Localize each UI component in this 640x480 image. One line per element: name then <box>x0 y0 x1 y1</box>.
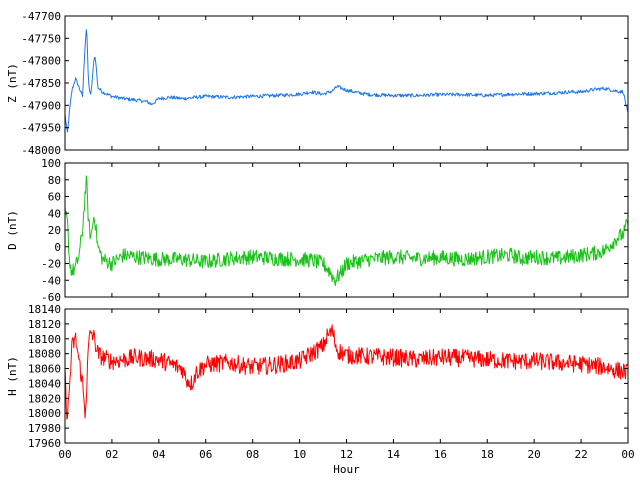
h-ytick-label: 17960 <box>28 437 61 450</box>
d-plot-frame <box>64 162 629 298</box>
z-ytick-label: -47850 <box>21 77 61 90</box>
d-ytick-label: 100 <box>41 157 61 170</box>
h-xtick-label: 02 <box>105 448 118 461</box>
h-xtick-label: 08 <box>246 448 259 461</box>
h-xtick-label: 12 <box>340 448 353 461</box>
panel-z: -47700 -47750 -47800 -47850 -47900 -47950 -480… <box>6 10 629 157</box>
z-ytick-label: -48000 <box>21 144 61 157</box>
d-ytick-label: -60 <box>41 291 61 304</box>
h-ylabel: H (nT) <box>6 356 19 396</box>
h-ytick-label: 18040 <box>28 377 61 390</box>
z-plot-frame <box>64 15 629 151</box>
h-xtick-label: 18 <box>481 448 494 461</box>
d-ytick-label: 40 <box>48 207 61 220</box>
z-ytick-label: -47700 <box>21 10 61 23</box>
h-ytick-label: 17980 <box>28 422 61 435</box>
d-ytick-label: 80 <box>48 174 61 187</box>
d-series-line <box>64 175 629 287</box>
h-xtick-label: 20 <box>528 448 541 461</box>
d-ytick-label: 20 <box>48 224 61 237</box>
h-ytick-label: 18000 <box>28 407 61 420</box>
d-ytick-label: 60 <box>48 191 61 204</box>
z-ytick-label: -47750 <box>21 32 61 45</box>
h-xtick-label: 04 <box>152 448 166 461</box>
h-ytick-label: 18120 <box>28 318 61 331</box>
h-ytick-label: 18020 <box>28 392 61 405</box>
h-ytick-label: 18140 <box>28 303 61 316</box>
z-ytick-label: -47800 <box>21 55 61 68</box>
h-xtick-label: 00 <box>58 448 71 461</box>
h-xtick-label: 22 <box>574 448 587 461</box>
d-ylabel: D (nT) <box>6 210 19 250</box>
h-ytick-label: 18080 <box>28 348 61 361</box>
panel-d: 100 80 60 40 20 0 -20 -40 -60 D (nT) <box>6 157 629 304</box>
h-xtick-label: 14 <box>387 448 401 461</box>
h-xtick-label: 10 <box>293 448 306 461</box>
h-ytick-label: 18060 <box>28 363 61 376</box>
d-ytick-label: 0 <box>54 241 61 254</box>
z-ytick-label: -47900 <box>21 99 61 112</box>
h-plot-frame <box>64 308 629 444</box>
d-ytick-label: -40 <box>41 274 61 287</box>
x-axis-label: Hour <box>333 463 360 476</box>
h-series-line <box>64 324 629 420</box>
d-ytick-label: -20 <box>41 258 61 271</box>
h-xtick-label: 06 <box>199 448 212 461</box>
z-series-line <box>64 29 629 133</box>
h-xtick-label: 00 <box>621 448 634 461</box>
panel-h: 1814018120181001808018060180401802018000… <box>6 303 635 476</box>
z-ytick-label: -47950 <box>21 122 61 135</box>
z-ylabel: Z (nT) <box>6 63 19 103</box>
h-xtick-label: 16 <box>434 448 447 461</box>
h-ytick-label: 18100 <box>28 333 61 346</box>
